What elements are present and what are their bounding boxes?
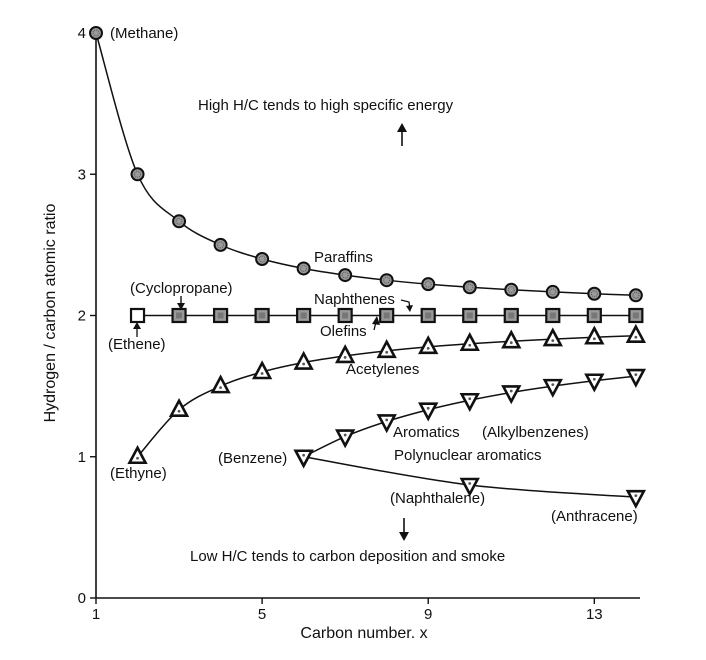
data-point [542,378,563,398]
olefins-label: Olefins [320,323,367,340]
alkylbenzenes-label: (Alkylbenzenes) [482,424,589,441]
y-tick-label: 4 [78,25,86,42]
data-point [334,344,356,364]
acetylenes-label: Acetylenes [346,361,419,378]
data-point [334,429,356,449]
data-point [293,350,314,370]
data-point [376,339,397,359]
data-point [459,331,480,352]
annotations: High H/C tends to high specific energy L… [108,25,638,565]
x-tick-label: 1 [92,606,100,623]
x-axis-label: Carbon number. x [300,625,427,642]
y-tick-label: 2 [78,308,86,325]
data-point [254,307,270,324]
cyclopropane-arrow-icon [177,296,185,310]
y-tick-label: 0 [78,590,86,607]
data-point [129,307,146,324]
anthracene-label: (Anthracene) [551,508,638,525]
data-point [459,392,480,413]
data-point [586,307,602,324]
data-point [130,167,145,182]
x-tick-label: 9 [424,606,432,623]
paraffins-label: Paraffins [314,249,373,266]
data-point [172,214,187,229]
y-tick-label: 1 [78,449,86,466]
data-point [213,237,228,252]
data-point [337,307,353,324]
data-point [542,327,563,347]
series-line-3 [303,375,636,458]
ethene-arrow-icon [133,322,141,337]
axes [95,28,640,599]
up-arrow-icon [397,123,407,146]
data-point [379,307,395,324]
data-point [628,307,644,324]
x-tick-label: 13 [586,606,603,623]
olefins-arrow-icon [372,316,380,331]
data-point [462,307,478,324]
data-point [418,335,439,355]
low-hc-note: Low H/C tends to carbon deposition and s… [190,548,505,565]
data-point [584,373,605,393]
data-point [462,280,477,295]
down-arrow-icon [399,518,409,541]
data-point [251,360,273,380]
data-point [171,307,187,324]
data-point [545,284,560,299]
data-point [545,307,561,324]
data-point [168,397,190,418]
data-point [376,414,397,434]
data-point [89,26,103,40]
high-hc-note: High H/C tends to high specific energy [198,97,454,114]
cyclopropane-label: (Cyclopropane) [130,280,233,297]
data-point [127,444,148,465]
data-point [296,261,311,276]
naphthalene-label: (Naphthalene) [390,490,485,507]
data-point [625,323,647,343]
data-point [212,307,229,324]
data-point [628,288,643,303]
benzene-label: (Benzene) [218,450,287,467]
ethene-label: (Ethene) [108,336,166,353]
data-point [293,449,314,469]
data-point [418,402,439,422]
data-point [501,329,522,349]
naphthenes-label: Naphthenes [314,291,395,308]
data-point [584,325,605,345]
data-point [421,277,436,292]
aromatics-label: Aromatics [393,424,460,441]
x-tick-label: 5 [258,606,266,623]
y-axis-label: Hydrogen / carbon atomic ratio [42,204,59,423]
data-point [420,307,436,324]
data-point [459,477,480,497]
data-point [587,286,602,301]
data-point [296,307,312,324]
data-point [504,282,519,297]
y-tick-label: 3 [78,166,86,183]
polynuclear-label: Polynuclear aromatics [394,447,542,464]
methane-label: (Methane) [110,25,178,42]
data-point [625,368,647,388]
data-point [625,489,647,509]
ethyne-label: (Ethyne) [110,465,167,482]
data-point [379,273,394,288]
naphthenes-arrow-icon [400,299,413,312]
data-point [255,252,270,266]
data-point [338,268,353,283]
data-point [503,307,519,324]
series-markers [89,26,647,509]
data-point [501,385,522,405]
data-point [210,374,231,394]
